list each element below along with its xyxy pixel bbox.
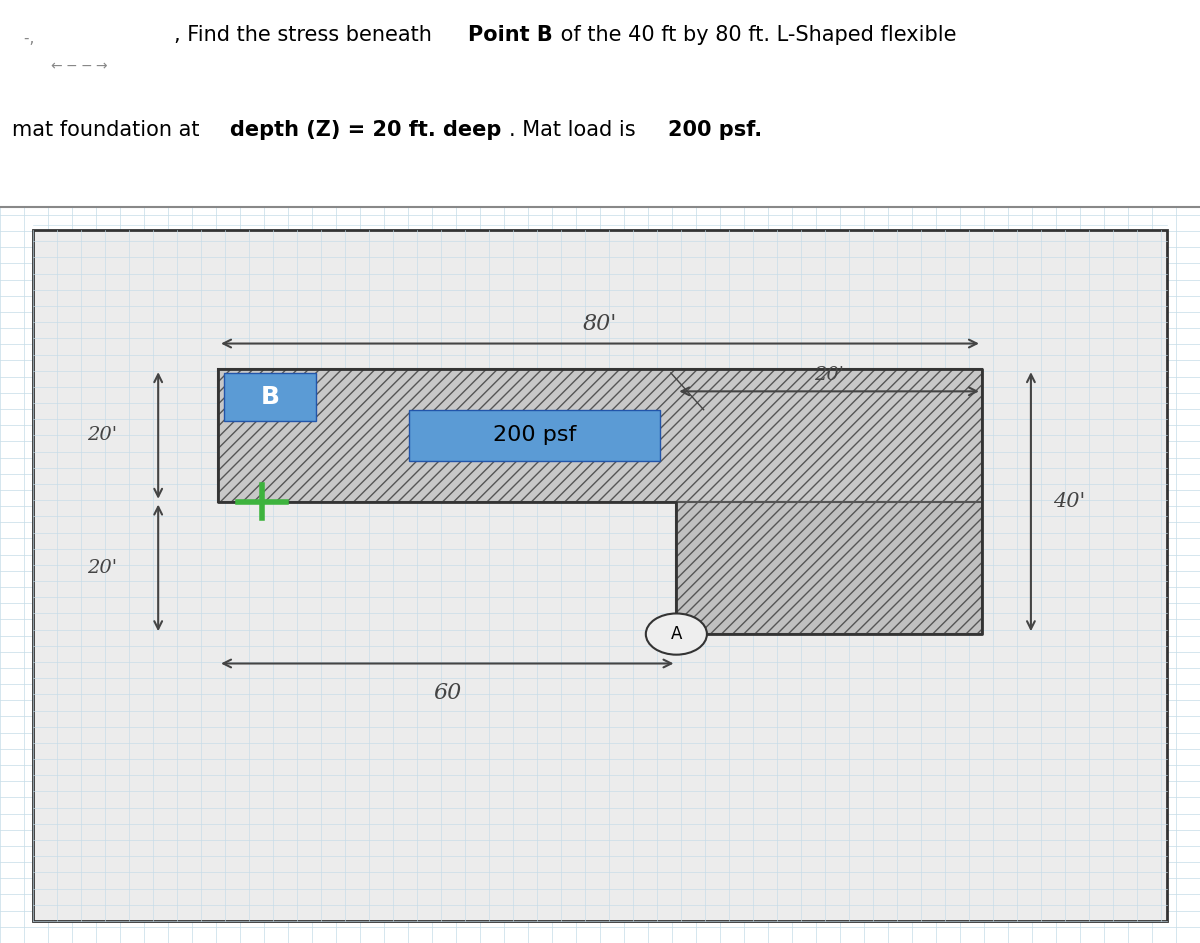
Bar (223, 372, 317, 421)
Bar (218, 370, 982, 502)
Text: 20': 20' (88, 559, 118, 577)
Text: . Mat load is: . Mat load is (509, 121, 642, 141)
Text: $\leftarrow\!-\!-\!\rightarrow$: $\leftarrow\!-\!-\!\rightarrow$ (48, 58, 108, 72)
Text: B: B (260, 385, 280, 409)
Text: mat foundation at: mat foundation at (12, 121, 206, 141)
Text: -,: -, (24, 31, 40, 46)
Bar (677, 502, 982, 634)
Text: , Find the stress beneath: , Find the stress beneath (174, 25, 438, 45)
Circle shape (646, 614, 707, 654)
Text: of the 40 ft by 80 ft. L-Shaped flexible: of the 40 ft by 80 ft. L-Shaped flexible (554, 25, 956, 45)
Text: Point B: Point B (468, 25, 553, 45)
Bar (409, 409, 660, 461)
Text: 20': 20' (88, 426, 118, 444)
Text: depth (Z) = 20 ft. deep: depth (Z) = 20 ft. deep (230, 121, 502, 141)
Text: 20': 20' (814, 366, 844, 384)
Text: 80': 80' (583, 313, 617, 335)
Text: 200 psf: 200 psf (493, 425, 576, 445)
Text: A: A (671, 625, 682, 643)
Text: 200 psf.: 200 psf. (668, 121, 762, 141)
Text: 40': 40' (1052, 492, 1085, 511)
Text: 60: 60 (433, 682, 461, 703)
